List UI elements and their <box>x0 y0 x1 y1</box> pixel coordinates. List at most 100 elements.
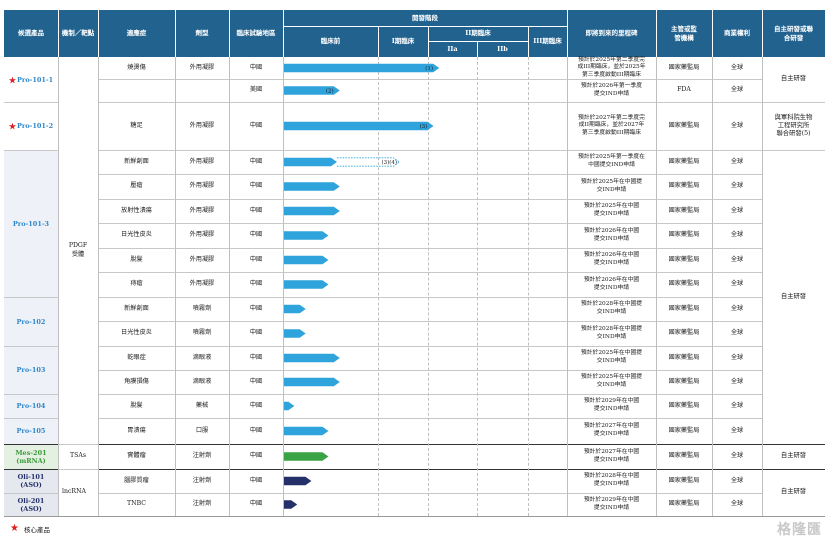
product-name: Pro-104 <box>4 394 58 418</box>
trial-location-cell: 中國 <box>249 426 263 434</box>
dosage-form-cell: 注射劑 <box>192 452 212 460</box>
header-divider <box>378 26 379 57</box>
regulator-cell: 國家藥監局 <box>668 329 700 337</box>
indication-cell: 脫髮 <box>130 255 143 263</box>
row-divider <box>98 150 762 151</box>
milestone-cell: 預計於2029年在中國 提交IND申請 <box>583 398 640 412</box>
product-band <box>4 469 58 493</box>
indication-cell: 腦膠質瘤 <box>124 476 149 484</box>
core-product-star-icon: ★ <box>8 121 17 131</box>
stage-progress-arrow <box>284 329 306 338</box>
header-divider <box>428 26 429 57</box>
arrow-footnote-label: (1) <box>425 65 433 72</box>
stage-progress-arrow <box>284 206 340 216</box>
header-divider <box>283 26 567 27</box>
header-product: 候選產品 <box>18 29 44 38</box>
trial-location-cell: 中國 <box>249 231 263 239</box>
trial-location-cell: 美國 <box>249 86 263 94</box>
stage-progress-arrow <box>284 304 306 314</box>
product-band <box>4 57 58 102</box>
regulator-cell: 國家藥監局 <box>668 255 700 263</box>
stage-progress-arrow <box>284 63 440 73</box>
regulator-cell: 國家藥監局 <box>668 231 700 239</box>
header-divider <box>58 10 59 57</box>
indication-cell: 新鮮創面 <box>124 157 149 165</box>
partner-divider <box>762 444 825 445</box>
header-divider <box>98 10 99 57</box>
stage-progress-arrow <box>284 452 329 461</box>
stage-progress-arrow <box>284 500 298 509</box>
partner-cell: 自主研發 <box>780 452 807 460</box>
product-label: Pro-101-1 <box>17 75 54 84</box>
rights-cell: 全球 <box>730 255 744 263</box>
product-band <box>4 346 58 394</box>
column-divider <box>229 57 230 516</box>
core-product-star-icon: ★ <box>10 523 19 534</box>
header-preclinical: 臨床前 <box>320 37 341 46</box>
header-divider <box>762 10 763 57</box>
product-name: Pro-105 <box>4 418 58 444</box>
rights-cell: 全球 <box>730 206 744 214</box>
indication-cell <box>98 79 175 102</box>
indication-cell: 痔瘡 <box>130 280 143 288</box>
regulator-cell: 國家藥監局 <box>668 377 700 385</box>
milestone-cell: 預計於2026年在中國 提交IND申請 <box>583 227 640 242</box>
group-divider <box>4 150 58 151</box>
header-phase3: III期臨床 <box>533 37 562 46</box>
regulator-cell: 國家藥監局 <box>668 401 700 409</box>
group-divider <box>4 444 825 445</box>
trial-location-cell: 中國 <box>249 182 263 190</box>
header-divider <box>428 41 528 42</box>
milestone-cell: 預計於2026年在中國 提交IND申請 <box>583 276 640 291</box>
dosage-form-cell: 外用凝膠 <box>189 206 215 214</box>
product-name: Oli-101 (ASO) <box>4 469 58 493</box>
stage-progress-arrow <box>284 476 312 486</box>
row-divider <box>98 493 762 494</box>
stage-divider <box>378 57 379 516</box>
row-divider <box>98 297 762 298</box>
dosage-form-cell: 噴霧劑 <box>192 329 212 337</box>
stage-progress-arrow <box>284 182 340 191</box>
stage-progress-arrow <box>284 426 329 436</box>
dosage-form-cell: 外用凝膠 <box>189 63 215 71</box>
product-name: Pro-102 <box>4 297 58 346</box>
trial-location-cell: 中國 <box>249 63 263 71</box>
indication-cell: 實體瘤 <box>127 452 146 460</box>
mechanism-label: lncRNA <box>62 488 86 496</box>
regulator-cell: 國家藥監局 <box>668 353 700 361</box>
indication-cell: 日光性皮炎 <box>121 329 152 337</box>
milestone-cell: 預計於2026年第一季度 提交IND申請 <box>580 82 643 97</box>
arrow-footnote-label: (3)(4) <box>381 159 397 166</box>
indication-cell: 燒燙傷 <box>127 63 146 71</box>
header-divider <box>567 10 568 57</box>
header-divider <box>528 26 529 57</box>
mechanism-divider <box>58 444 98 445</box>
milestone-cell: 預計於2026年在中國 提交IND申請 <box>583 252 640 266</box>
legend: ★ 核心產品 <box>10 523 50 534</box>
header-divider <box>712 10 713 57</box>
header-divider <box>175 10 176 57</box>
milestone-cell: 預計於2028年在中國提 交IND申請 <box>580 301 643 315</box>
milestone-cell: 預計於2025年在中國提 交IND申請 <box>580 350 643 364</box>
product-label: Mes-201 (mRNA) <box>15 448 47 465</box>
partner-cell: 自主研發 <box>780 488 807 496</box>
group-divider <box>4 469 825 470</box>
trial-location-cell: 中國 <box>249 255 263 263</box>
row-divider <box>98 370 762 371</box>
milestone-cell: 預計於2029年在中國 提交IND申請 <box>583 496 640 511</box>
stage-progress-arrow <box>284 353 340 363</box>
product-name: ★ Pro-101-1 <box>4 57 58 102</box>
regulator-cell: 國家藥監局 <box>668 63 700 71</box>
row-divider <box>98 199 762 200</box>
dosage-form-cell: 外用凝膠 <box>189 121 215 129</box>
partner-cell: 與軍科院生物 工程研究所 聯合研發(5) <box>774 113 813 138</box>
header-phase2: II期臨床 <box>465 29 491 38</box>
partner-divider <box>762 102 825 103</box>
column-divider <box>712 57 713 516</box>
rights-cell: 全球 <box>730 63 744 71</box>
dosage-form-cell <box>175 79 229 102</box>
header-rights: 商業權利 <box>724 29 750 38</box>
rights-cell: 全球 <box>730 304 744 312</box>
regulator-cell: 國家藥監局 <box>668 476 700 484</box>
header-next-milestone: 即將到來的里程碑 <box>585 29 638 38</box>
